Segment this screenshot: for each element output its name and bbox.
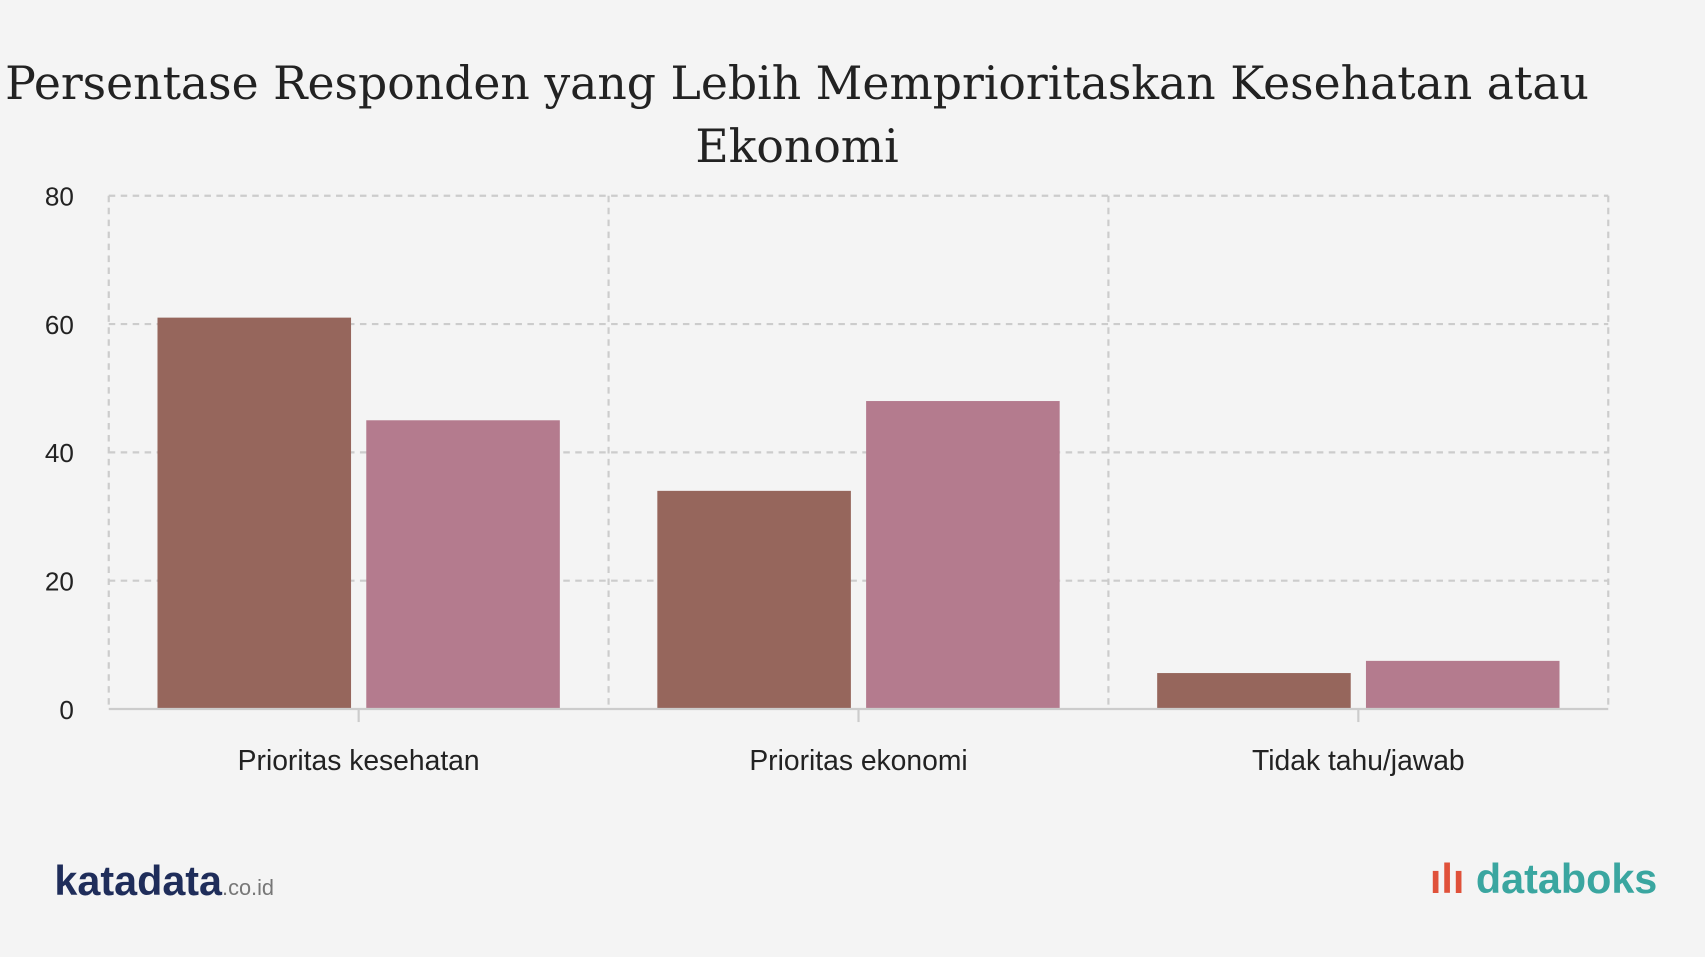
- y-tick-label: 80: [45, 182, 74, 212]
- x-category-label: Prioritas kesehatan: [238, 744, 480, 776]
- y-tick-label: 0: [59, 695, 74, 725]
- y-tick-label: 60: [45, 310, 74, 340]
- x-category-label: Prioritas ekonomi: [749, 744, 967, 776]
- chart-title: Persentase Responden yang Lebih Memprior…: [5, 56, 1589, 173]
- y-tick-label: 20: [45, 566, 74, 596]
- bar-0-1: [657, 490, 851, 709]
- bar-0-2: [1157, 673, 1351, 709]
- x-category-label: Tidak tahu/jawab: [1252, 744, 1465, 776]
- bar-0-0: [157, 317, 352, 709]
- bar-1-2: [1365, 660, 1560, 709]
- bar-1-1: [866, 401, 1060, 709]
- y-tick-label: 40: [45, 438, 74, 468]
- katadata-logo: katadata.co.id: [54, 859, 275, 905]
- bar-1-0: [366, 420, 560, 709]
- databoks-icon: ılı: [1429, 856, 1465, 903]
- databoks-logo: ılı databoks: [1429, 856, 1658, 903]
